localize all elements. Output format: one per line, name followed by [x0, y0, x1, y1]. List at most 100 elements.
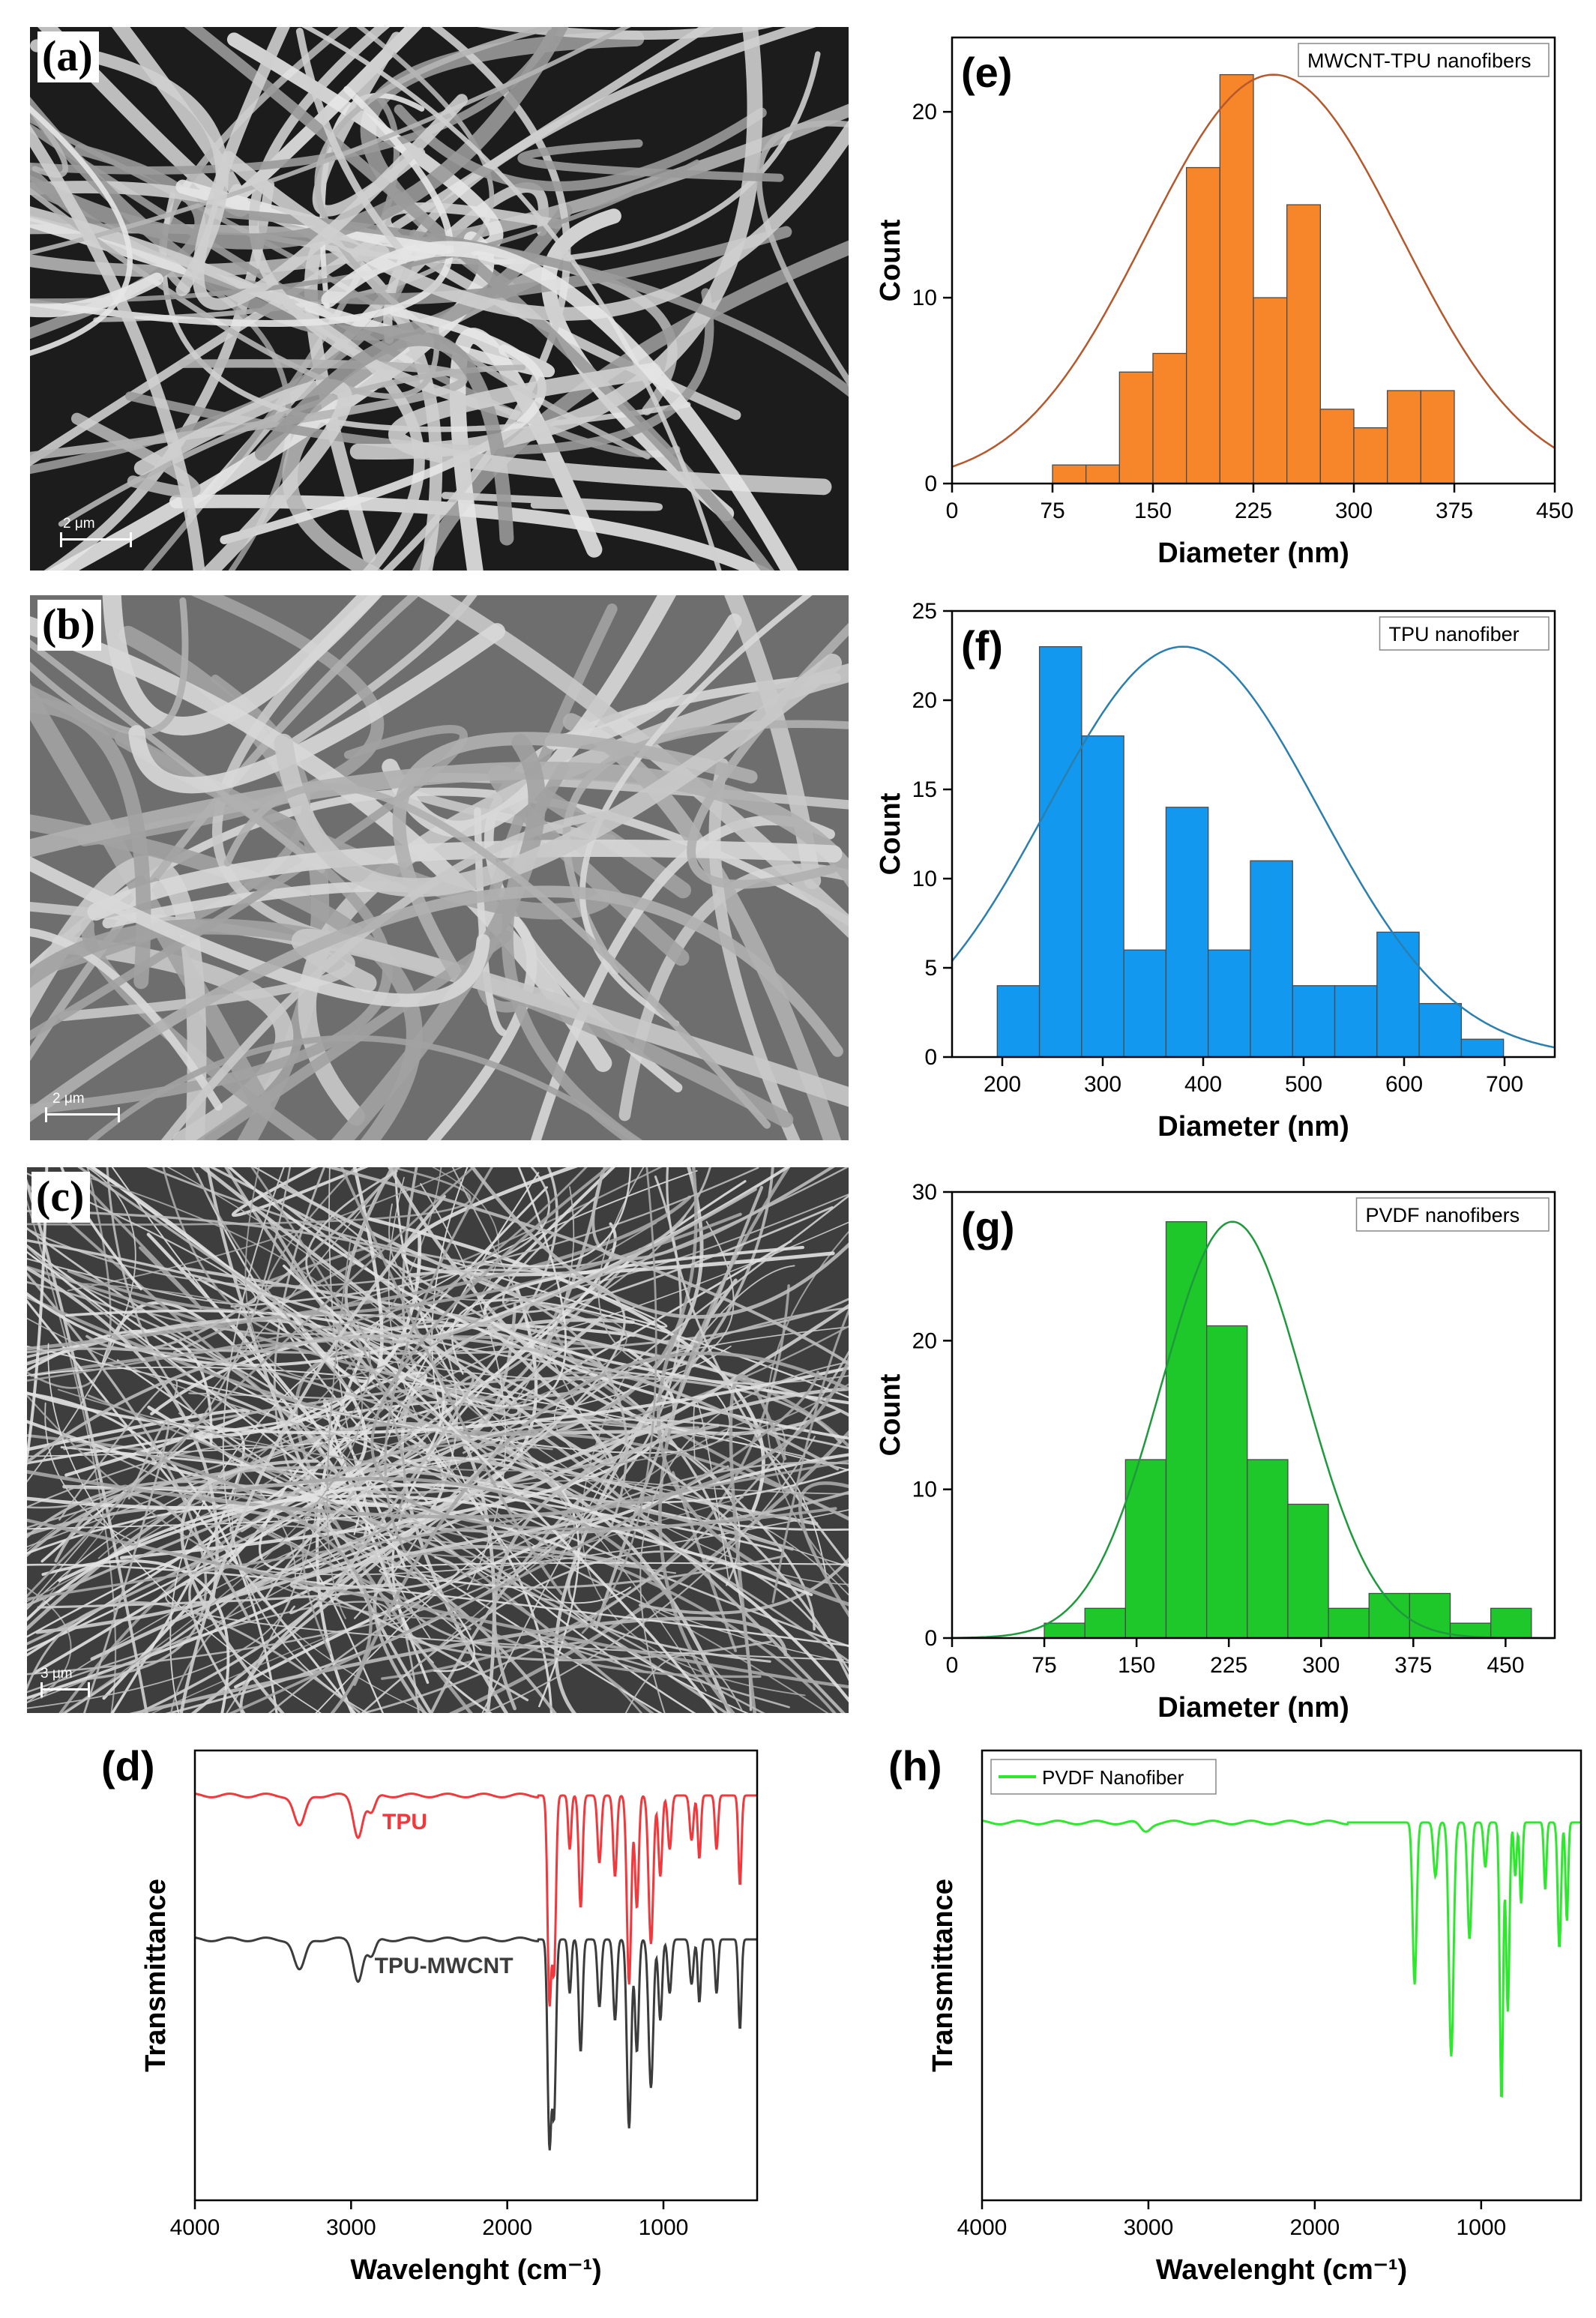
- sem-fiber: [30, 272, 163, 318]
- sem-fiber: [27, 1167, 367, 1510]
- panel-label-b: (b): [37, 600, 101, 651]
- histogram-bar: [1460, 1038, 1505, 1058]
- sem-fiber: [263, 1418, 849, 1602]
- x-tick-label: 375: [1394, 1653, 1432, 1678]
- x-tick-label: 225: [1235, 499, 1272, 523]
- x-tick-label: 75: [1040, 499, 1064, 523]
- sem-fiber: [484, 1167, 632, 1268]
- sem-fiber: [295, 27, 408, 258]
- sem-fiber: [223, 783, 771, 1129]
- y-tick-label: 30: [912, 1180, 937, 1205]
- histogram-bar: [1123, 949, 1167, 1058]
- sem-fiber: [184, 27, 775, 571]
- plot-frame: [193, 1749, 759, 2202]
- series-label-tpu: TPU: [382, 1810, 427, 1834]
- y-tick-label: 20: [912, 100, 937, 124]
- sem-image-b: [30, 595, 849, 1140]
- sem-fiber: [798, 1481, 849, 1618]
- sem-fiber: [27, 1466, 795, 1558]
- x-tick-label: 1000: [639, 2215, 689, 2240]
- sem-fiber: [27, 1601, 391, 1694]
- sem-fiber: [27, 1345, 731, 1454]
- sem-fiber: [340, 1167, 564, 1595]
- sem-fiber: [61, 1167, 558, 1713]
- sem-fiber: [416, 595, 849, 939]
- x-tick-label: 300: [1335, 499, 1373, 523]
- sem-fiber: [30, 762, 849, 888]
- sem-fiber: [381, 1284, 790, 1680]
- sem-fiber: [58, 1379, 178, 1521]
- sem-fiber: [63, 1376, 842, 1451]
- legend-label: PVDF nanofibers: [1366, 1204, 1520, 1226]
- sem-fiber: [30, 856, 490, 1008]
- sem-fiber: [624, 1654, 743, 1713]
- sem-fiber: [82, 1420, 170, 1713]
- histogram-bar: [1084, 1607, 1127, 1639]
- fiber-texture-a: [30, 27, 849, 571]
- histogram-bar: [1287, 1503, 1329, 1639]
- panel-label: (d): [101, 1742, 155, 1789]
- x-tick-label: 150: [1134, 499, 1172, 523]
- sem-fiber: [756, 120, 849, 387]
- x-tick-label: 3000: [1124, 2215, 1174, 2240]
- panel-label-bg: [958, 620, 1027, 669]
- spectrum-line-pvdf-nanofiber: [981, 1819, 1581, 2098]
- series-label-tpu-mwcnt: TPU-MWCNT: [375, 1954, 514, 1978]
- histogram-bar: [1165, 1221, 1208, 1639]
- x-tick-label: 0: [946, 499, 959, 523]
- sem-fiber: [324, 1167, 849, 1366]
- sem-fiber: [591, 1167, 835, 1261]
- sem-fiber: [409, 1268, 626, 1528]
- sem-fiber: [344, 1167, 757, 1343]
- sem-fiber: [301, 27, 722, 571]
- x-tick-label: 600: [1385, 1072, 1423, 1097]
- y-tick-label: 0: [924, 1626, 937, 1651]
- y-tick-label: 20: [912, 1328, 937, 1353]
- histogram-bar: [1319, 409, 1355, 484]
- histogram-bar: [1044, 1622, 1085, 1639]
- sem-fiber: [277, 595, 478, 754]
- x-axis-title: Wavelenght (cm⁻¹): [350, 2254, 601, 2286]
- x-tick-label: 1000: [1456, 2215, 1506, 2240]
- sem-fiber: [129, 1616, 788, 1713]
- histogram-bar: [1205, 1325, 1248, 1639]
- x-tick-label: 300: [1084, 1072, 1121, 1097]
- sem-fiber: [30, 105, 133, 356]
- sem-fiber: [27, 1244, 765, 1713]
- sem-fiber: [87, 1394, 643, 1713]
- sem-fiber: [87, 839, 843, 921]
- fiber-texture-b: [30, 595, 849, 1140]
- sem-fiber: [27, 1460, 849, 1601]
- sem-fiber: [27, 1172, 257, 1305]
- sem-fiber: [185, 1234, 422, 1440]
- panel-label-bg: [958, 46, 1027, 96]
- y-axis-title: Count: [875, 792, 906, 875]
- x-tick-label: 2000: [482, 2215, 532, 2240]
- spectrum-line-tpu-mwcnt: [194, 1936, 757, 2151]
- x-tick-label: 300: [1302, 1653, 1340, 1678]
- panel-label-bg: [958, 1201, 1027, 1250]
- y-axis-title: Count: [875, 219, 906, 301]
- panel-label-c: (c): [31, 1172, 91, 1223]
- sem-fiber: [401, 1167, 835, 1277]
- sem-fiber: [474, 807, 507, 1037]
- x-axis-title: Diameter (nm): [1157, 1692, 1349, 1724]
- sem-fiber: [27, 1167, 475, 1598]
- histogram-bar: [1219, 73, 1254, 484]
- sem-fiber: [54, 1493, 251, 1622]
- plot-frame: [951, 1190, 1556, 1640]
- sem-fiber: [314, 27, 651, 460]
- sem-fiber: [179, 1194, 446, 1713]
- sem-fiber: [250, 1167, 406, 1542]
- scale-bar-label-c: 3 μm: [40, 1666, 73, 1682]
- sem-fiber: [27, 1266, 219, 1606]
- sem-fiber: [125, 288, 714, 455]
- x-tick-label: 75: [1032, 1653, 1056, 1678]
- sem-fiber: [220, 307, 546, 545]
- sem-fiber: [221, 119, 849, 321]
- histogram-bar: [1052, 464, 1087, 484]
- sem-fiber: [310, 1282, 849, 1436]
- scale-bar-label-a: 2 μm: [63, 516, 95, 532]
- legend-box: [1355, 1197, 1550, 1232]
- x-axis-title: Diameter (nm): [1157, 1111, 1349, 1143]
